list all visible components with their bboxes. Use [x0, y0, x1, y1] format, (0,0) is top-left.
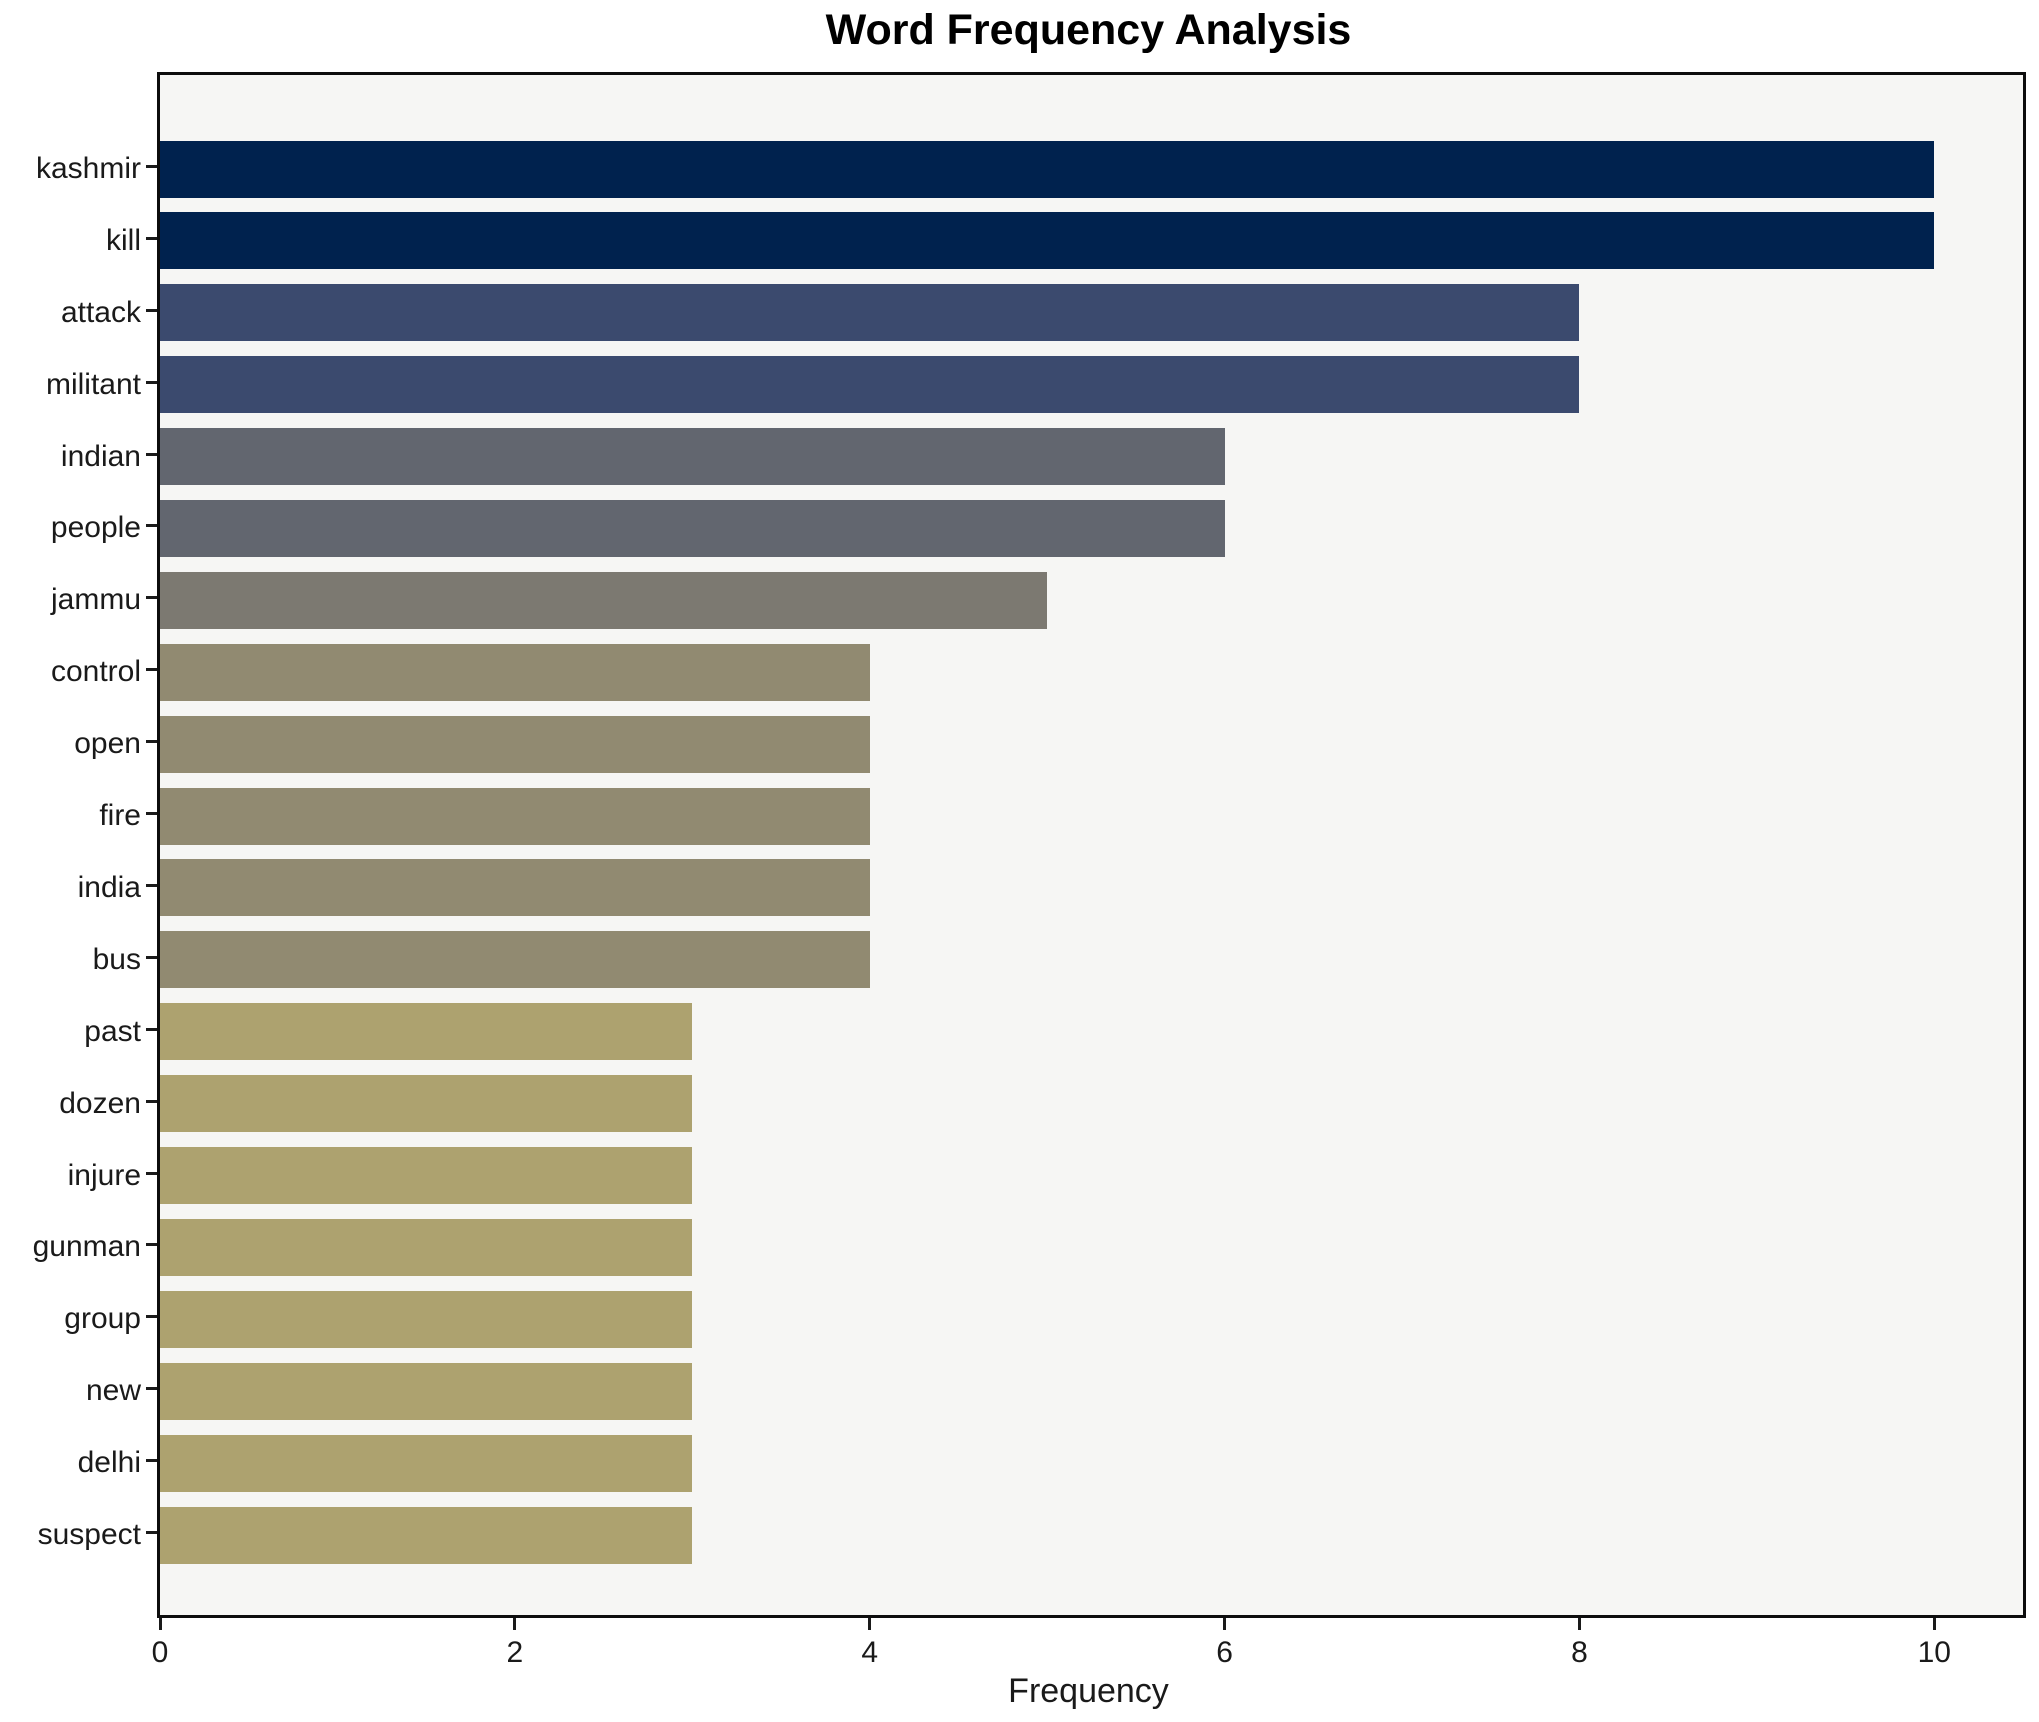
bar-suspect [160, 1506, 693, 1564]
x-tick-mark [1932, 1618, 1936, 1630]
x-tick-label: 0 [151, 1636, 169, 1669]
y-tick-label: fire [99, 799, 141, 833]
x-tick-label: 8 [1571, 1636, 1588, 1669]
y-tick-mark [146, 308, 157, 312]
chart-title: Word Frequency Analysis [825, 6, 1352, 54]
bar-injure [160, 1147, 693, 1205]
y-tick-label: kill [106, 223, 141, 257]
bar-people [160, 499, 1225, 557]
y-tick-mark [146, 452, 157, 456]
x-tick-mark [1223, 1618, 1227, 1630]
x-axis-label: Frequency [1008, 1672, 1169, 1710]
y-tick-label: group [64, 1302, 141, 1336]
x-tick-label: 10 [1917, 1636, 1951, 1669]
y-tick-mark [146, 1243, 157, 1247]
bar-militant [160, 356, 1580, 414]
y-tick-label: delhi [77, 1446, 141, 1480]
y-tick-mark [146, 524, 157, 528]
bar-bus [160, 931, 870, 989]
bar-gunman [160, 1218, 693, 1276]
y-tick-mark [146, 668, 157, 672]
y-tick-mark [146, 1459, 157, 1463]
y-tick-mark [146, 596, 157, 600]
y-tick-label: injure [67, 1158, 141, 1192]
y-tick-label: militant [45, 367, 141, 401]
y-tick-mark [146, 1531, 157, 1534]
y-tick-mark [146, 955, 157, 959]
y-tick-label: gunman [32, 1230, 141, 1264]
x-tick-label: 4 [861, 1636, 879, 1669]
y-tick-mark [146, 236, 157, 240]
bar-attack [160, 284, 1580, 342]
y-tick-label: new [85, 1374, 141, 1408]
bar-india [160, 859, 870, 917]
bar-new [160, 1362, 693, 1420]
x-tick-mark [513, 1618, 517, 1630]
y-tick-label: suspect [37, 1518, 141, 1551]
y-tick-mark [146, 1099, 157, 1103]
y-tick-mark [146, 883, 157, 887]
bar-kill [160, 212, 1935, 270]
x-tick-mark [158, 1618, 162, 1630]
x-tick-label: 2 [506, 1636, 524, 1669]
y-tick-mark [146, 1315, 157, 1319]
y-tick-mark [146, 165, 157, 168]
y-tick-label: indian [60, 439, 141, 473]
y-tick-label: open [74, 727, 141, 761]
bar-fire [160, 787, 870, 845]
y-tick-label: people [50, 511, 141, 545]
x-tick-label: 6 [1216, 1636, 1233, 1669]
bar-past [160, 1003, 693, 1061]
y-tick-label: control [50, 655, 141, 689]
bar-jammu [160, 571, 1048, 629]
bar-kashmir [160, 140, 1935, 198]
bar-delhi [160, 1434, 693, 1492]
y-tick-mark [146, 1027, 157, 1031]
bar-group [160, 1290, 693, 1348]
bar-control [160, 643, 870, 701]
y-tick-label: attack [60, 295, 141, 329]
y-tick-label: jammu [50, 583, 141, 617]
y-tick-mark [146, 380, 157, 384]
x-tick-mark [868, 1618, 872, 1630]
y-tick-mark [146, 1387, 157, 1391]
bar-indian [160, 428, 1225, 486]
y-tick-label: bus [92, 942, 141, 976]
y-tick-mark [146, 812, 157, 816]
y-tick-mark [146, 740, 157, 744]
y-tick-label: past [84, 1014, 141, 1048]
y-tick-mark [146, 1171, 157, 1175]
bar-dozen [160, 1075, 693, 1133]
y-tick-label: kashmir [35, 152, 141, 185]
y-tick-label: india [77, 870, 141, 904]
bar-open [160, 715, 870, 773]
y-tick-label: dozen [59, 1086, 141, 1120]
plot-area [157, 72, 2026, 1618]
x-tick-mark [1577, 1618, 1581, 1630]
